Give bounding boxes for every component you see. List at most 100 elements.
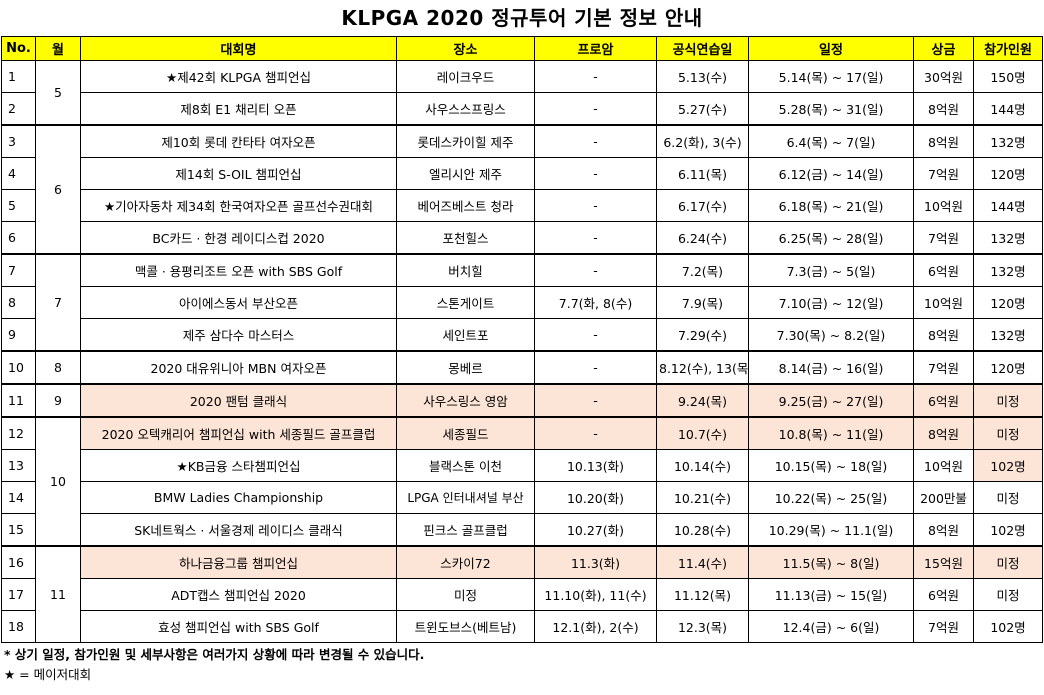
footnotes: * 상기 일정, 참가인원 및 세부사항은 여러가지 상황에 따라 변경될 수 … (0, 645, 1044, 685)
cell-schedule: 9.25(금) ~ 27(일) (748, 383, 914, 418)
cell-players: 미정 (973, 481, 1043, 514)
cell-players: 132명 (973, 253, 1043, 287)
table-row: 18 효성 챔피언십 with SBS Golf 트윈도브스(베트남) 12.1… (1, 610, 1043, 643)
cell-practice: 11.4(수) (656, 545, 749, 579)
cell-venue: 트윈도브스(베트남) (396, 610, 535, 643)
header-practice: 공식연습일 (656, 36, 749, 61)
header-prize: 상금 (913, 36, 974, 61)
header-proam: 프로암 (534, 36, 657, 61)
cell-no: 17 (1, 578, 36, 611)
cell-month: 10 (35, 416, 81, 547)
cell-practice: 8.12(수), 13(목) (656, 350, 749, 385)
cell-proam: 7.7(화, 8(수) (534, 286, 657, 319)
cell-practice: 6.17(수) (656, 189, 749, 222)
cell-players: 150명 (973, 60, 1043, 93)
cell-proam: - (534, 60, 657, 93)
cell-prize: 8억원 (913, 513, 974, 547)
table-row: 10 8 2020 대유위니아 MBN 여자오픈 몽베르 - 8.12(수), … (1, 350, 1043, 385)
cell-no: 5 (1, 189, 36, 222)
cell-prize: 10억원 (913, 189, 974, 222)
cell-schedule: 7.30(목) ~ 8.2(일) (748, 318, 914, 352)
cell-proam: - (534, 157, 657, 190)
cell-proam: - (534, 221, 657, 255)
header-month: 월 (35, 36, 81, 61)
cell-name: 아이에스동서 부산오픈 (80, 286, 397, 319)
cell-no: 2 (1, 92, 36, 126)
cell-proam: - (534, 383, 657, 418)
cell-proam: 12.1(화), 2(수) (534, 610, 657, 643)
cell-no: 18 (1, 610, 36, 643)
cell-venue: 레이크우드 (396, 60, 535, 93)
cell-proam: 10.27(화) (534, 513, 657, 547)
cell-name: ADT캡스 챔피언십 2020 (80, 578, 397, 611)
table-row: 11 9 2020 팬텀 클래식 사우스링스 영암 - 9.24(목) 9.25… (1, 383, 1043, 418)
page-title: KLPGA 2020 정규투어 기본 정보 안내 (341, 6, 703, 30)
cell-players: 미정 (973, 383, 1043, 418)
cell-venue: 사우스링스 영암 (396, 383, 535, 418)
table-row: 12 10 2020 오텍캐리어 챔피언십 with 세종필드 골프클럽 세종필… (1, 416, 1043, 547)
cell-proam: 10.20(화) (534, 481, 657, 514)
cell-players: 120명 (973, 157, 1043, 190)
cell-prize: 8억원 (913, 318, 974, 352)
cell-name: SK네트웍스 · 서울경제 레이디스 클래식 (80, 513, 397, 547)
cell-no: 13 (1, 449, 36, 482)
cell-practice: 6.24(수) (656, 221, 749, 255)
cell-prize: 8억원 (913, 124, 974, 158)
cell-prize: 8억원 (913, 92, 974, 126)
table-row: 6 BC카드 · 한경 레이디스컵 2020 포천힐스 - 6.24(수) 6.… (1, 221, 1043, 255)
cell-month: 5 (35, 60, 81, 126)
cell-players: 미정 (973, 545, 1043, 579)
cell-venue: LPGA 인터내셔널 부산 (396, 481, 535, 514)
cell-practice: 7.29(수) (656, 318, 749, 352)
cell-practice: 6.2(화), 3(수) (656, 124, 749, 158)
cell-practice: 10.7(수) (656, 416, 749, 450)
cell-name: ★제42회 KLPGA 챔피언십 (80, 60, 397, 93)
cell-name: ★기아자동차 제34회 한국여자오픈 골프선수권대회 (80, 189, 397, 222)
cell-players: 120명 (973, 350, 1043, 385)
table-row: 4 제14회 S-OIL 챔피언십 엘리시안 제주 - 6.11(목) 6.12… (1, 157, 1043, 190)
cell-venue: 몽베르 (396, 350, 535, 385)
cell-no: 9 (1, 318, 36, 352)
cell-practice: 10.21(수) (656, 481, 749, 514)
cell-proam: - (534, 350, 657, 385)
cell-prize: 10억원 (913, 449, 974, 482)
cell-players: 120명 (973, 286, 1043, 319)
cell-no: 6 (1, 221, 36, 255)
cell-no: 11 (1, 383, 36, 418)
cell-prize: 30억원 (913, 60, 974, 93)
cell-proam: - (534, 253, 657, 287)
cell-practice: 5.13(수) (656, 60, 749, 93)
cell-practice: 10.14(수) (656, 449, 749, 482)
cell-schedule: 10.22(목) ~ 25(일) (748, 481, 914, 514)
cell-schedule: 12.4(금) ~ 6(일) (748, 610, 914, 643)
cell-schedule: 5.28(목) ~ 31(일) (748, 92, 914, 126)
header-players: 참가인원 (973, 36, 1043, 61)
cell-practice: 7.9(목) (656, 286, 749, 319)
cell-prize: 7억원 (913, 221, 974, 255)
cell-prize: 8억원 (913, 416, 974, 450)
footnote-major-legend: ★ = 메이저대회 (4, 667, 92, 682)
cell-schedule: 11.5(목) ~ 8(일) (748, 545, 914, 579)
cell-venue: 핀크스 골프클럽 (396, 513, 535, 547)
header-no: No. (1, 36, 36, 61)
table-row: 14 BMW Ladies Championship LPGA 인터내셔널 부산… (1, 481, 1043, 514)
cell-prize: 6억원 (913, 578, 974, 611)
table-row: 17 ADT캡스 챔피언십 2020 미정 11.10(화), 11(수) 11… (1, 578, 1043, 611)
cell-no: 14 (1, 481, 36, 514)
cell-name: 2020 오텍캐리어 챔피언십 with 세종필드 골프클럽 (80, 416, 397, 450)
cell-players: 102명 (973, 449, 1043, 482)
cell-players: 132명 (973, 221, 1043, 255)
table-row: 5 ★기아자동차 제34회 한국여자오픈 골프선수권대회 베어즈베스트 청라 -… (1, 189, 1043, 222)
cell-venue: 세종필드 (396, 416, 535, 450)
cell-practice: 6.11(목) (656, 157, 749, 190)
cell-proam: - (534, 416, 657, 450)
cell-venue: 미정 (396, 578, 535, 611)
cell-prize: 200만불 (913, 481, 974, 514)
cell-proam: 10.13(화) (534, 449, 657, 482)
cell-practice: 12.3(목) (656, 610, 749, 643)
cell-proam: - (534, 124, 657, 158)
cell-prize: 7억원 (913, 610, 974, 643)
table-row: 15 SK네트웍스 · 서울경제 레이디스 클래식 핀크스 골프클럽 10.27… (1, 513, 1043, 547)
cell-prize: 15억원 (913, 545, 974, 579)
cell-name: 제8회 E1 채리티 오픈 (80, 92, 397, 126)
